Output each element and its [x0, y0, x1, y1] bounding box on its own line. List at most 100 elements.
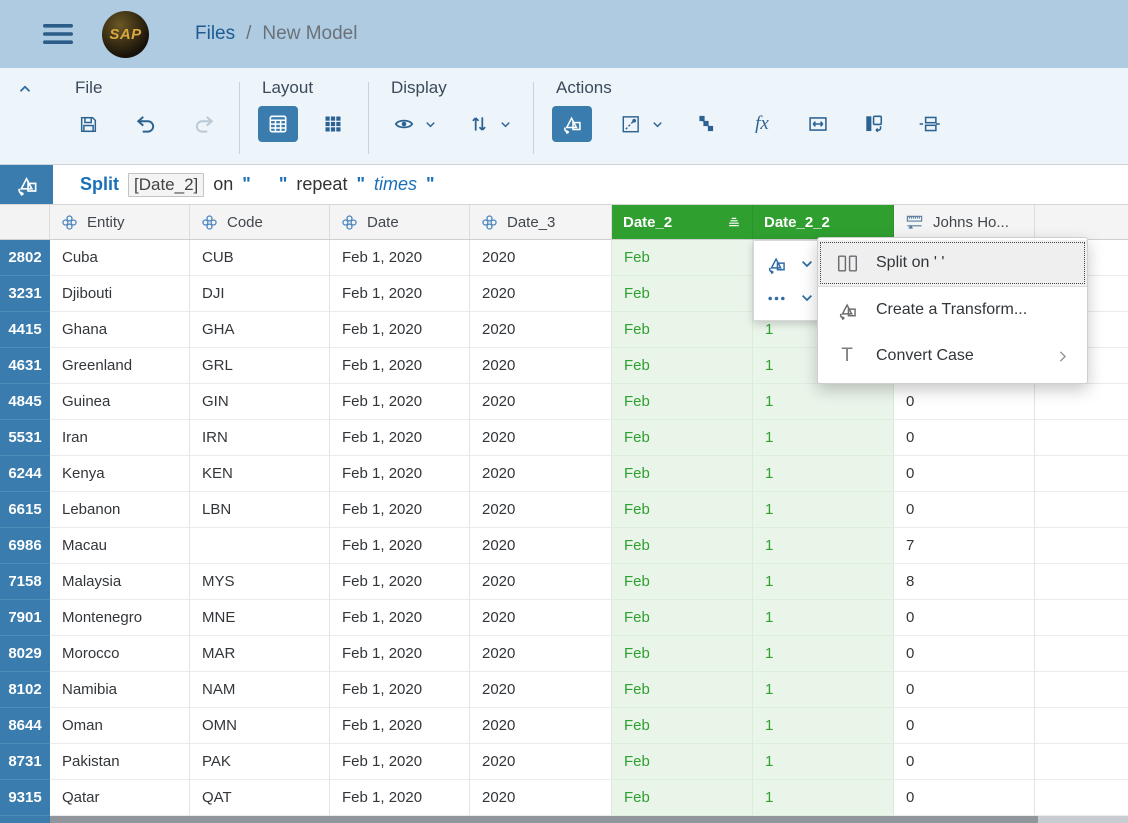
row-number[interactable]: 8644	[0, 708, 50, 744]
cell-johns[interactable]: 0	[894, 636, 1035, 672]
cell-date[interactable]: Feb 1, 2020	[330, 744, 470, 780]
cell-date-3[interactable]: 2020	[470, 492, 612, 528]
cell-date-2-2[interactable]: 1	[753, 384, 894, 420]
collapse-toolbar-button[interactable]	[16, 80, 34, 98]
smart-transform-button[interactable]	[614, 108, 648, 140]
menu-icon[interactable]	[42, 22, 74, 46]
cell-date[interactable]: Feb 1, 2020	[330, 312, 470, 348]
expand-column-button[interactable]	[801, 108, 835, 140]
row-number[interactable]: 5531	[0, 420, 50, 456]
row-number[interactable]: 6244	[0, 456, 50, 492]
cell-date-3[interactable]: 2020	[470, 600, 612, 636]
row-number[interactable]: 7158	[0, 564, 50, 600]
visibility-dropdown-chevron-icon[interactable]	[421, 117, 440, 132]
cell-code[interactable]: MNE	[190, 600, 330, 636]
redo-button[interactable]	[187, 108, 221, 140]
cell-code[interactable]: LBN	[190, 492, 330, 528]
cell-code[interactable]: CUB	[190, 240, 330, 276]
cell-date-3[interactable]: 2020	[470, 312, 612, 348]
cell-johns[interactable]: 0	[894, 672, 1035, 708]
delimiter-value[interactable]	[260, 174, 270, 195]
column-header-date[interactable]: Date	[330, 205, 470, 239]
scrollbar-thumb[interactable]	[50, 816, 1038, 823]
cell-johns[interactable]: 0	[894, 600, 1035, 636]
table-view-button[interactable]	[258, 106, 298, 142]
column-header-date-2-2[interactable]: Date_2_2	[753, 205, 894, 239]
cell-entity[interactable]: Guinea	[50, 384, 190, 420]
cell-entity[interactable]: Iran	[50, 420, 190, 456]
merge-columns-button[interactable]	[913, 108, 947, 140]
cell-date[interactable]: Feb 1, 2020	[330, 276, 470, 312]
cell-entity[interactable]: Greenland	[50, 348, 190, 384]
cell-johns[interactable]: 7	[894, 528, 1035, 564]
column-header-entity[interactable]: Entity	[50, 205, 190, 239]
cell-date-2-2[interactable]: 1	[753, 744, 894, 780]
cell-entity[interactable]: Montenegro	[50, 600, 190, 636]
cell-date-2-2[interactable]: 1	[753, 600, 894, 636]
append-column-button[interactable]	[857, 108, 891, 140]
breadcrumb-files-link[interactable]: Files	[195, 23, 236, 44]
cell-date-2[interactable]: Feb	[612, 420, 753, 456]
row-number[interactable]: 2802	[0, 240, 50, 276]
cell-date-3[interactable]: 2020	[470, 240, 612, 276]
cell-date[interactable]: Feb 1, 2020	[330, 636, 470, 672]
row-number[interactable]: 8731	[0, 744, 50, 780]
cell-date-2-2[interactable]: 1	[753, 564, 894, 600]
cell-date-2-2[interactable]: 1	[753, 492, 894, 528]
cell-date-2[interactable]: Feb	[612, 276, 753, 312]
transform-bar-button[interactable]	[0, 165, 53, 204]
cell-entity[interactable]: Namibia	[50, 672, 190, 708]
hierarchy-button[interactable]	[689, 108, 723, 140]
cell-date-2-2[interactable]: 1	[753, 420, 894, 456]
menu-item-create-transform[interactable]: Create a Transform...	[818, 287, 1087, 333]
visibility-button[interactable]	[387, 108, 421, 140]
cell-date-3[interactable]: 2020	[470, 456, 612, 492]
cell-code[interactable]: GIN	[190, 384, 330, 420]
cell-entity[interactable]: Kenya	[50, 456, 190, 492]
cell-date-2[interactable]: Feb	[612, 528, 753, 564]
cell-date-3[interactable]: 2020	[470, 744, 612, 780]
cell-date[interactable]: Feb 1, 2020	[330, 708, 470, 744]
cell-date-2[interactable]: Feb	[612, 384, 753, 420]
cell-date-2-2[interactable]: 1	[753, 636, 894, 672]
row-number[interactable]: 3231	[0, 276, 50, 312]
cell-date-3[interactable]: 2020	[470, 564, 612, 600]
cell-code[interactable]: MAR	[190, 636, 330, 672]
undo-button[interactable]	[129, 108, 163, 140]
cell-date-2[interactable]: Feb	[612, 348, 753, 384]
create-transform-button[interactable]	[552, 106, 592, 142]
cell-date-2[interactable]: Feb	[612, 564, 753, 600]
cell-date[interactable]: Feb 1, 2020	[330, 240, 470, 276]
cell-code[interactable]: KEN	[190, 456, 330, 492]
cell-date-2[interactable]: Feb	[612, 240, 753, 276]
cell-date-2[interactable]: Feb	[612, 708, 753, 744]
cell-date-2[interactable]: Feb	[612, 312, 753, 348]
column-header-date-2[interactable]: Date_2	[612, 205, 753, 239]
row-number[interactable]: 4845	[0, 384, 50, 420]
cell-date[interactable]: Feb 1, 2020	[330, 456, 470, 492]
cell-johns[interactable]: 0	[894, 384, 1035, 420]
cell-code[interactable]: OMN	[190, 708, 330, 744]
repeat-placeholder[interactable]: times	[374, 174, 418, 194]
cell-entity[interactable]: Ghana	[50, 312, 190, 348]
formula-button[interactable]: fx	[745, 108, 779, 140]
column-transform-dropdown-button[interactable]	[762, 247, 819, 281]
row-number[interactable]: 9315	[0, 780, 50, 816]
cell-date[interactable]: Feb 1, 2020	[330, 600, 470, 636]
sort-button[interactable]	[462, 108, 496, 140]
cell-date[interactable]: Feb 1, 2020	[330, 492, 470, 528]
column-token[interactable]: [Date_2]	[128, 172, 205, 197]
cell-johns[interactable]: 8	[894, 564, 1035, 600]
cell-code[interactable]: MYS	[190, 564, 330, 600]
sort-dropdown-chevron-icon[interactable]	[496, 117, 515, 132]
cell-date[interactable]: Feb 1, 2020	[330, 564, 470, 600]
cell-date-3[interactable]: 2020	[470, 708, 612, 744]
row-number[interactable]: 4631	[0, 348, 50, 384]
cell-entity[interactable]: Oman	[50, 708, 190, 744]
cell-date[interactable]: Feb 1, 2020	[330, 780, 470, 816]
cell-date-2-2[interactable]: 1	[753, 708, 894, 744]
column-header-code[interactable]: Code	[190, 205, 330, 239]
scrollbar-track[interactable]	[1038, 816, 1128, 823]
cell-date[interactable]: Feb 1, 2020	[330, 348, 470, 384]
cell-entity[interactable]: Macau	[50, 528, 190, 564]
